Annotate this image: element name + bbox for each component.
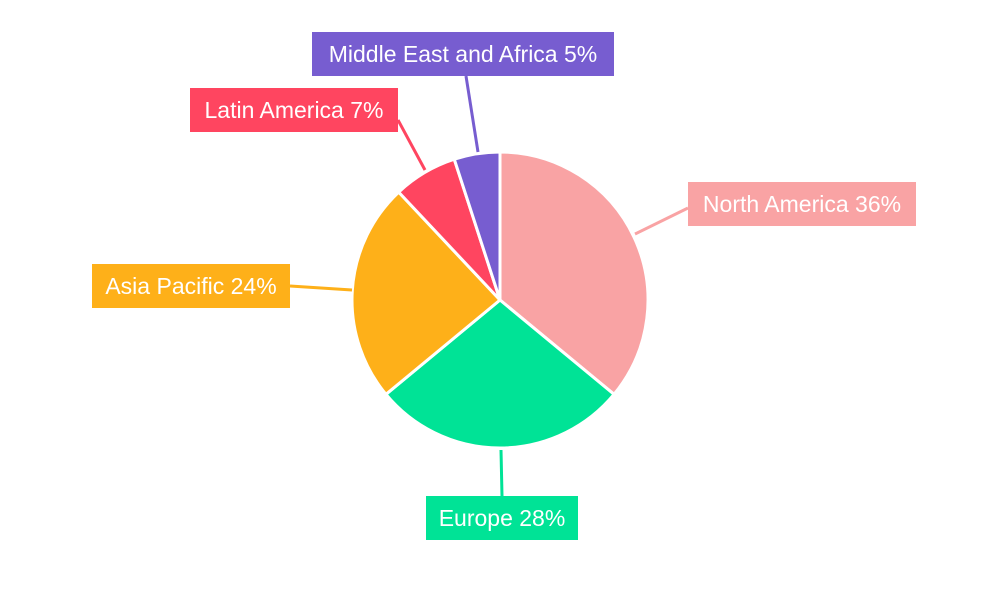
leader-line-north-america bbox=[634, 206, 689, 236]
slice-north-america[interactable] bbox=[498, 150, 650, 396]
slices bbox=[350, 150, 650, 450]
label-text: Europe 28% bbox=[439, 505, 566, 531]
data-label-asia-pacific: Asia Pacific 24% bbox=[92, 264, 290, 308]
labels: North America 36% Europe 28% Asia Pacific … bbox=[92, 32, 916, 540]
slice-middle-east-and-africa[interactable] bbox=[452, 150, 502, 302]
data-label-middle-east-and-africa: Middle East and Africa 5% bbox=[312, 32, 614, 76]
label-text: Middle East and Africa 5% bbox=[329, 41, 597, 67]
leader-line-asia-pacific bbox=[289, 284, 353, 292]
leader-line-europe bbox=[499, 449, 504, 497]
label-background bbox=[688, 182, 916, 226]
label-background bbox=[92, 264, 290, 308]
label-background bbox=[312, 32, 614, 76]
data-label-north-america: North America 36% bbox=[688, 182, 916, 226]
label-text: Latin America 7% bbox=[205, 97, 384, 123]
leader-line-latin-america bbox=[396, 119, 427, 171]
label-background bbox=[190, 88, 398, 132]
slice-europe[interactable] bbox=[384, 298, 616, 450]
label-text: North America 36% bbox=[703, 191, 901, 217]
data-label-latin-america: Latin America 7% bbox=[190, 88, 398, 132]
label-text: Asia Pacific 24% bbox=[105, 273, 276, 299]
slice-asia-pacific[interactable] bbox=[350, 190, 502, 396]
leader-line-middle-east-and-africa bbox=[464, 75, 480, 153]
data-label-europe: Europe 28% bbox=[426, 496, 578, 540]
label-background bbox=[426, 496, 578, 540]
